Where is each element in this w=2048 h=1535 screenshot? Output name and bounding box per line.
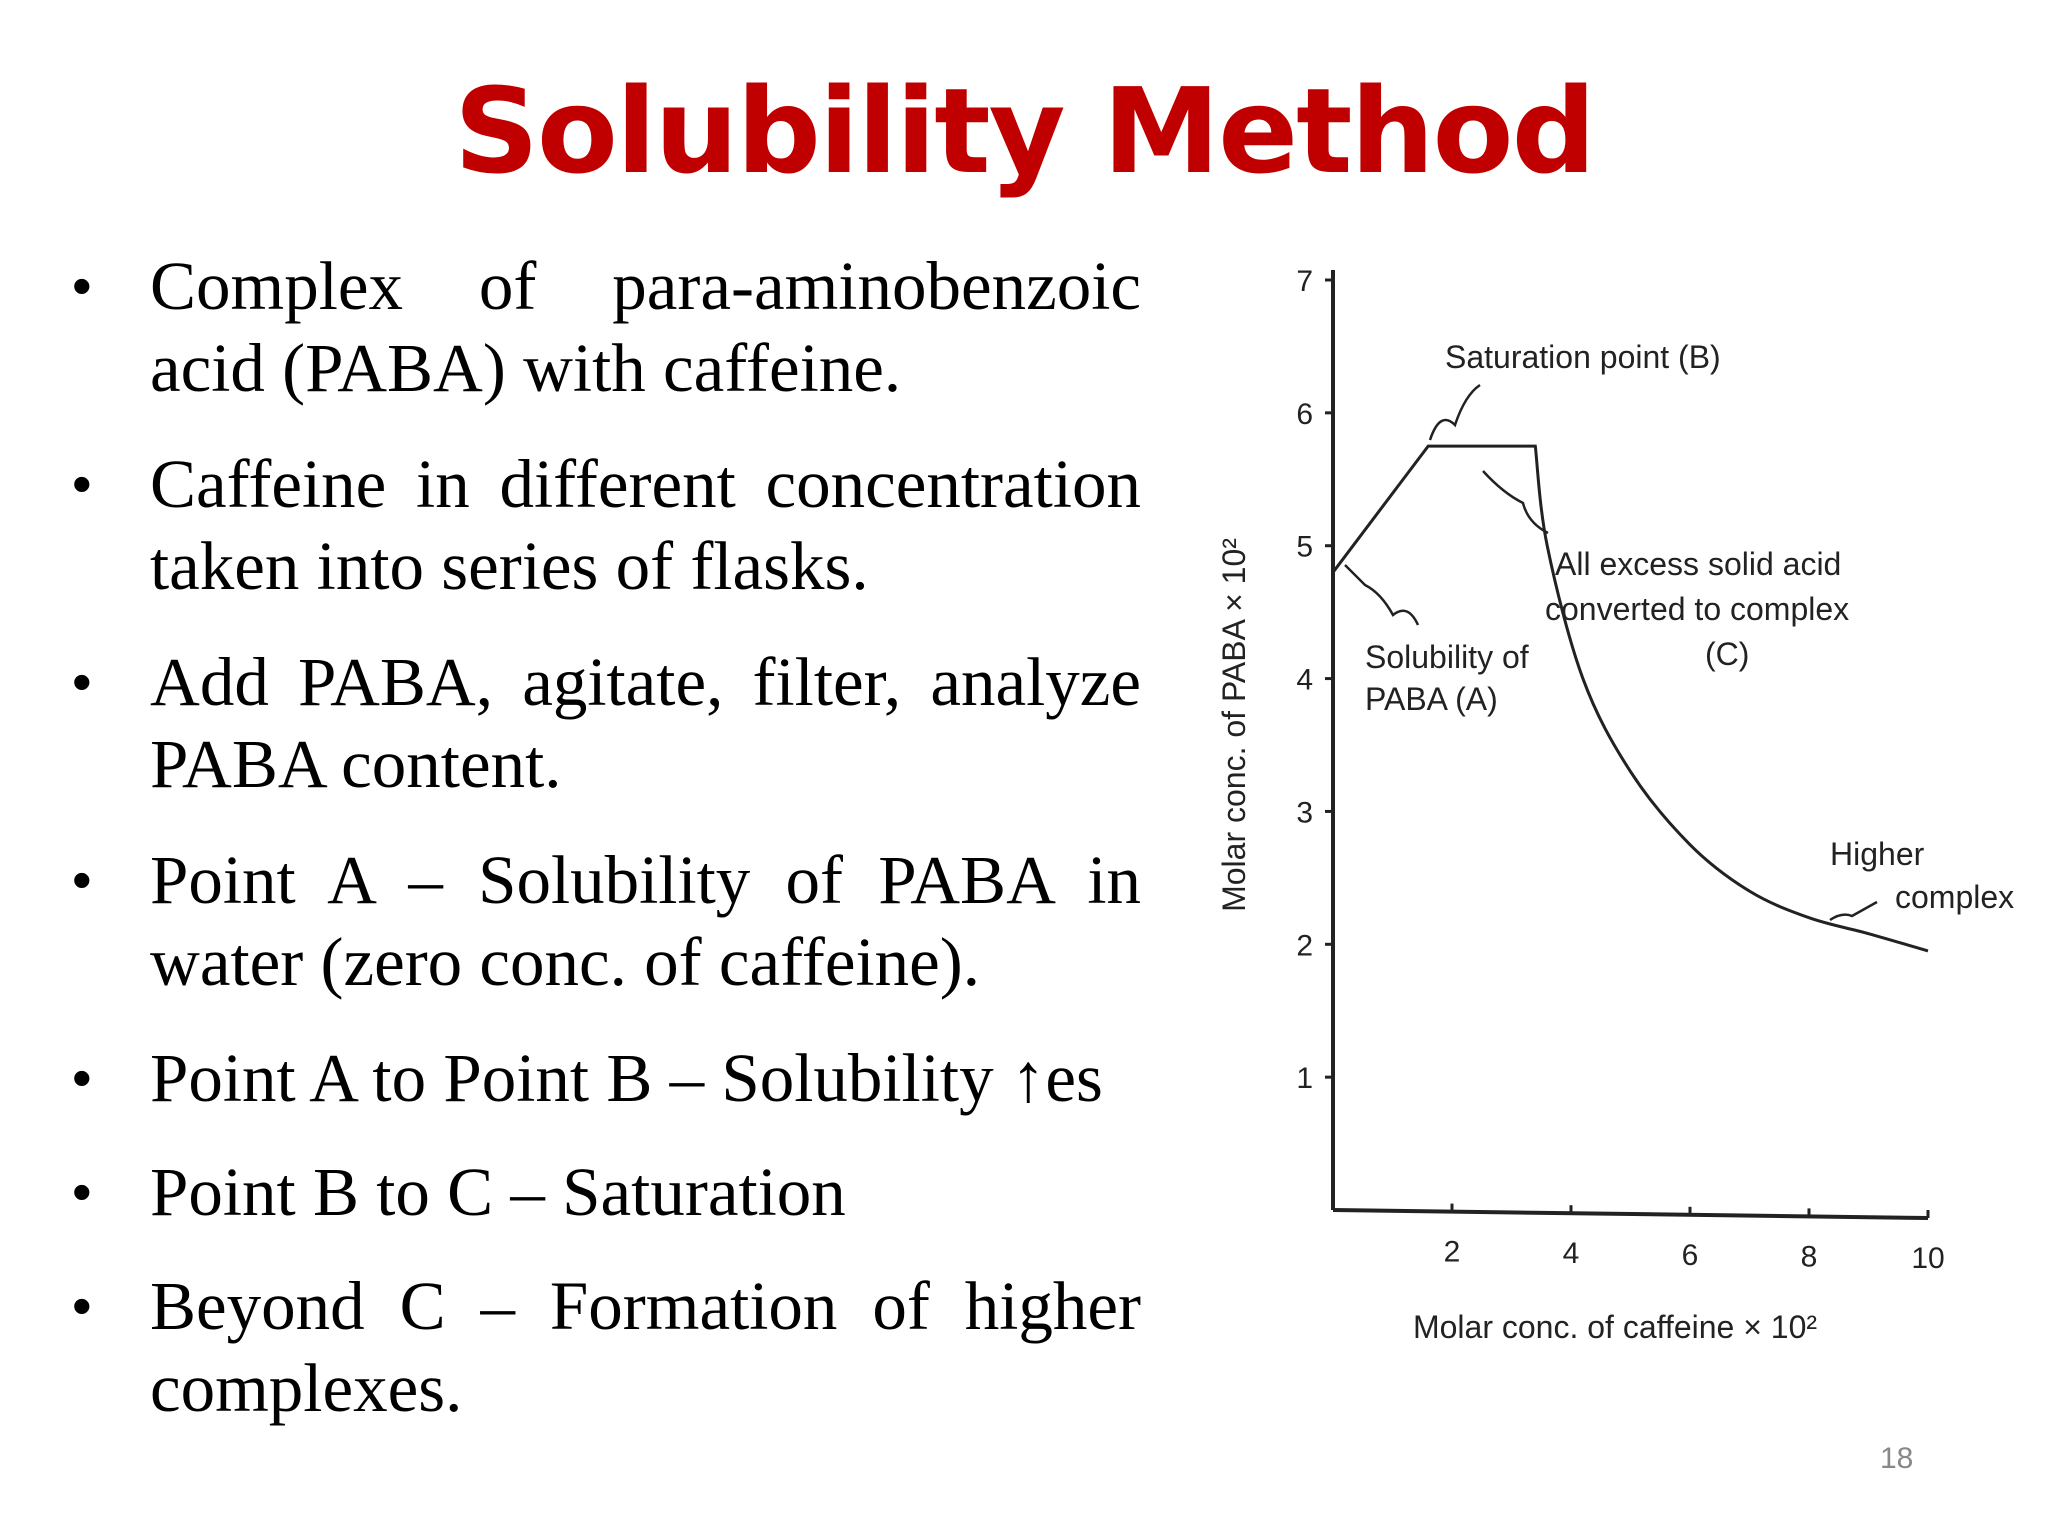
bullet-dot-icon: • — [72, 848, 92, 911]
solubility-pointer — [1344, 564, 1420, 626]
saturation-pointer — [1428, 383, 1481, 441]
x-axis-label: Molar conc. of caffeine × 10² — [1413, 1309, 1817, 1345]
bullet-text: Point A – Solubility of PABA in water (z… — [150, 842, 1141, 1000]
bullet-dot-icon: • — [72, 1160, 92, 1223]
page-number: 18 — [1880, 1442, 1914, 1475]
bullet-list: • Complex of para-aminobenzoic acid (PABA… — [66, 245, 1141, 1463]
chart-ticks: 1 2 3 4 5 6 7 2 4 6 8 10 — [1296, 265, 1944, 1275]
bullet-dot-icon: • — [72, 1046, 92, 1109]
chart-axes — [1331, 270, 1929, 1220]
x-tick-label: 4 — [1563, 1237, 1580, 1270]
bullet-text: Point B to C – Saturation — [150, 1154, 846, 1230]
bullet-item: • Point B to C – Saturation — [66, 1151, 1141, 1233]
bullet-item: • Caffeine in different concentration tak… — [66, 443, 1141, 607]
bullet-text: Complex of para-aminobenzoic acid (PABA)… — [150, 248, 1141, 406]
annotation-solubility-line2: PABA (A) — [1365, 681, 1498, 717]
x-axis-line — [1332, 1208, 1929, 1220]
y-tick-label: 7 — [1296, 265, 1313, 298]
solubility-curve — [1331, 444, 1929, 953]
bullet-item: • Beyond C – Formation of higher complexe… — [66, 1265, 1141, 1429]
excess-pointer — [1482, 470, 1549, 535]
y-tick-label: 1 — [1296, 1062, 1313, 1095]
solubility-chart: 1 2 3 4 5 6 7 2 4 6 8 10 Molar conc. of PABA × 10² … — [1140, 200, 2040, 1400]
x-tick-label: 8 — [1801, 1240, 1818, 1273]
bullet-dot-icon: • — [72, 1274, 92, 1337]
y-axis-label: Molar conc. of PABA × 10² — [1216, 538, 1252, 912]
bullet-dot-icon: • — [72, 452, 92, 515]
bullet-text: Caffeine in different concentration take… — [150, 446, 1141, 604]
bullet-dot-icon: • — [72, 254, 92, 317]
y-tick-label: 5 — [1296, 531, 1313, 564]
bullet-item: • Point A – Solubility of PABA in water (… — [66, 839, 1141, 1003]
y-tick-label: 6 — [1296, 398, 1313, 431]
annotation-excess-line1: All excess solid acid — [1555, 546, 1841, 582]
higher-pointer — [1829, 900, 1878, 922]
bullet-text: Beyond C – Formation of higher complexes… — [150, 1268, 1141, 1426]
x-tick-label: 2 — [1444, 1236, 1461, 1269]
bullet-text: Add PABA, agitate, filter, analyze PABA … — [150, 644, 1141, 802]
bullet-item: • Complex of para-aminobenzoic acid (PABA… — [66, 245, 1141, 409]
annotation-excess-line3: (C) — [1705, 636, 1749, 672]
y-tick-label: 3 — [1296, 796, 1313, 829]
y-tick-label: 2 — [1296, 929, 1313, 962]
bullet-item: • Add PABA, agitate, filter, analyze PABA… — [66, 641, 1141, 805]
y-tick-label: 4 — [1296, 664, 1313, 697]
x-tick-label: 10 — [1911, 1242, 1944, 1275]
x-tick-label: 6 — [1682, 1239, 1699, 1272]
bullet-text: Point A to Point B – Solubility ↑es — [150, 1040, 1103, 1116]
bullet-item: • Point A to Point B – Solubility ↑es — [66, 1037, 1141, 1119]
bullet-dot-icon: • — [72, 650, 92, 713]
annotation-saturation: Saturation point (B) — [1445, 339, 1721, 375]
annotation-excess-line2: converted to complex — [1545, 591, 1849, 627]
annotation-higher-line1: Higher — [1830, 836, 1925, 872]
slide-title: Solubility Method — [453, 62, 1596, 200]
annotation-solubility-line1: Solubility of — [1365, 639, 1529, 675]
annotation-higher-line2: complex — [1895, 879, 2014, 915]
